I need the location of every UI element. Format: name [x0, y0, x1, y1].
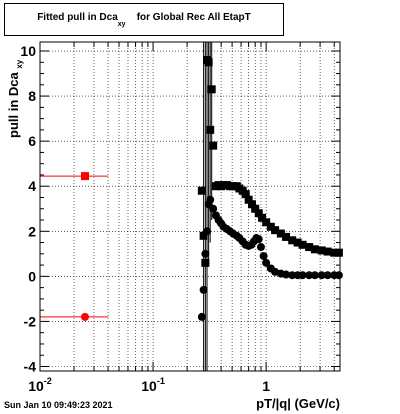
data-point-circle	[201, 249, 210, 258]
data-point-circle	[203, 227, 212, 236]
data-point-circle	[197, 312, 206, 321]
data-point-square	[323, 247, 332, 256]
data-point-circle	[317, 271, 326, 280]
data-point-circle	[305, 271, 314, 280]
y-tick-label: 10	[20, 43, 36, 59]
data-point-circle	[254, 235, 263, 244]
x-axis-label: pT/|q| (GeV/c)	[256, 396, 340, 411]
y-axis-label: pull in Dca xy	[6, 59, 24, 138]
data-point-circle	[206, 195, 215, 204]
data-point-square	[207, 85, 216, 94]
title-prefix: Fitted pull in Dca	[37, 12, 118, 23]
x-tick-label: 10-1	[141, 376, 165, 394]
data-point-square	[258, 213, 267, 222]
data-point-circle	[199, 285, 208, 294]
plot-frame	[39, 41, 341, 372]
title-subscript: xy	[117, 21, 126, 28]
data-point-circle	[310, 271, 319, 280]
y-tick-label: -2	[24, 313, 37, 329]
data-point-square	[248, 200, 257, 209]
data-point-square	[244, 195, 253, 204]
title-suffix: for Global Rec All EtapT	[136, 12, 251, 23]
data-point-square	[209, 141, 218, 150]
x-tick-label: 1	[262, 378, 270, 394]
data-point-square	[293, 238, 302, 247]
data-point-square	[254, 209, 263, 218]
data-point-square	[276, 229, 285, 238]
data-point-square	[204, 58, 213, 67]
data-point-circle	[282, 270, 291, 279]
data-point-circle	[256, 243, 265, 252]
data-point-square	[80, 172, 89, 181]
data-point-square	[266, 222, 275, 231]
data-point-circle	[209, 204, 218, 213]
y-tick-label: -4	[24, 358, 37, 374]
data-point-square	[251, 204, 260, 213]
data-point-square	[201, 258, 210, 267]
data-point-square	[288, 236, 297, 245]
data-point-square	[305, 243, 314, 252]
data-point-circle	[80, 312, 89, 321]
data-point-circle	[334, 271, 343, 280]
x-tick-label: 10-2	[28, 376, 52, 394]
y-tick-label: 0	[28, 268, 36, 284]
data-point-square	[262, 218, 271, 227]
data-point-square	[271, 226, 280, 235]
y-tick-label: 2	[28, 223, 36, 239]
data-point-circle	[323, 271, 332, 280]
grid-layer	[39, 42, 340, 371]
y-tick-label: 8	[28, 88, 36, 104]
data-point-square	[310, 245, 319, 254]
y-tick-label: 6	[28, 133, 36, 149]
data-point-square	[330, 248, 339, 257]
axis-layer: 10-2 10-1 1 -4 -2 0 2 4 6 8 10	[20, 41, 341, 394]
y-tick-label: 4	[28, 178, 36, 194]
data-point-circle	[259, 252, 268, 261]
data-point-circle	[298, 271, 307, 280]
data-point-square	[282, 232, 291, 241]
data-point-square	[241, 190, 250, 199]
data-point-square	[317, 246, 326, 255]
chart-title: Fitted pull in Dcaxy for Global Rec All …	[5, 12, 283, 28]
data-point-square	[197, 186, 206, 195]
data-point-square	[298, 240, 307, 249]
data-point-circle	[262, 258, 271, 267]
data-point-square	[206, 125, 215, 134]
data-point-square	[334, 248, 343, 257]
data-layer	[40, 42, 343, 371]
timestamp: Sun Jan 10 09:49:23 2021	[4, 400, 113, 410]
title-box: Fitted pull in Dcaxy for Global Rec All …	[4, 3, 284, 36]
data-point-square	[199, 231, 208, 240]
